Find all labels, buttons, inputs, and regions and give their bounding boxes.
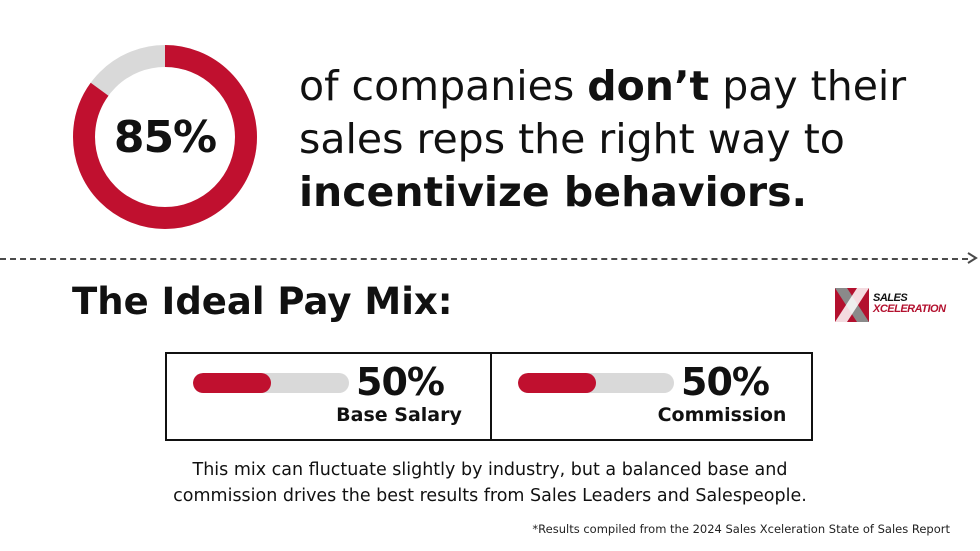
donut-fill-arc <box>73 45 257 229</box>
donut-percentage-text: 85% <box>113 111 217 163</box>
headline-part-1: of companies <box>299 62 588 110</box>
sales-xceleration-logo: SALES XCELERATION <box>835 288 955 322</box>
pay-mix-percentage: 50% <box>356 360 445 404</box>
dashed-divider <box>0 258 968 260</box>
pay-mix-percentage: 50% <box>681 360 770 404</box>
pay-mix-label: Commission <box>657 404 787 426</box>
progress-bar-fill <box>518 373 596 393</box>
pay-mix-base-salary: 50% Base Salary <box>167 354 487 439</box>
pay-mix-commission: 50% Commission <box>492 354 812 439</box>
headline-part-2: pay their sales reps the right way to <box>299 62 907 163</box>
arrow-right-icon <box>966 251 978 265</box>
headline: of companies don’t pay their sales reps … <box>299 60 959 219</box>
headline-emphasis-1: don’t <box>587 62 710 110</box>
logo-text-xceleration: XCELERATION <box>873 303 946 315</box>
pay-mix-label: Base Salary <box>336 404 462 426</box>
donut-ring <box>73 45 257 229</box>
pay-mix-divider <box>490 354 492 439</box>
progress-bar-fill <box>193 373 271 393</box>
pay-mix-panel: 50% Base Salary 50% Commission <box>165 352 813 441</box>
headline-emphasis-2: incentivize behaviors. <box>299 168 808 216</box>
progress-bar-track <box>518 373 674 393</box>
progress-bar-track <box>193 373 349 393</box>
percentage-donut-chart: 85% <box>70 42 260 232</box>
explanatory-note: This mix can fluctuate slightly by indus… <box>173 460 807 506</box>
section-title: The Ideal Pay Mix: <box>72 280 453 323</box>
logo-text-sales: SALES <box>873 292 908 304</box>
source-citation: *Results compiled from the 2024 Sales Xc… <box>532 522 950 536</box>
logo-x-icon <box>835 288 869 322</box>
